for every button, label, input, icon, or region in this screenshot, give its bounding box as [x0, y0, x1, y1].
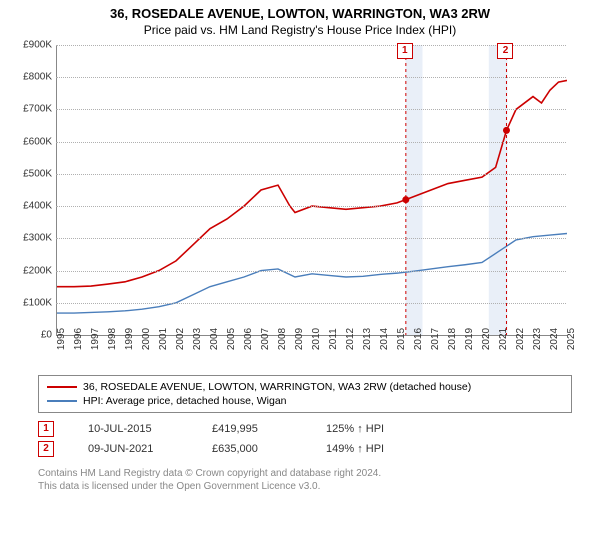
x-tick-label: 1999: [124, 328, 135, 350]
x-tick-label: 2014: [379, 328, 390, 350]
sale-date: 10-JUL-2015: [88, 423, 178, 435]
x-tick-label: 2012: [345, 328, 356, 350]
footer-line-1: Contains HM Land Registry data © Crown c…: [38, 467, 600, 480]
y-tick-label: £300K: [23, 233, 52, 244]
sale-date: 09-JUN-2021: [88, 443, 178, 455]
grid-line: [56, 303, 566, 304]
x-tick-label: 2003: [192, 328, 203, 350]
y-tick-label: £500K: [23, 168, 52, 179]
legend-label: 36, ROSEDALE AVENUE, LOWTON, WARRINGTON,…: [83, 381, 471, 393]
x-tick-label: 1996: [73, 328, 84, 350]
x-tick-label: 2004: [209, 328, 220, 350]
x-tick-label: 2005: [226, 328, 237, 350]
x-tick-label: 2023: [532, 328, 543, 350]
marker-1: 1: [397, 43, 413, 59]
sale-row: 2 09-JUN-2021 £635,000 149% ↑ HPI: [38, 439, 600, 459]
x-tick-label: 2007: [260, 328, 271, 350]
grid-line: [56, 174, 566, 175]
footer-text: Contains HM Land Registry data © Crown c…: [38, 467, 600, 493]
x-tick-label: 2002: [175, 328, 186, 350]
x-tick-label: 2025: [566, 328, 577, 350]
x-tick-label: 1997: [90, 328, 101, 350]
x-tick-label: 2011: [328, 328, 339, 350]
chart-area: £0 £100K £200K £300K £400K £500K £600K £700K £80…: [8, 41, 568, 371]
sale-pct: 149% ↑ HPI: [326, 443, 426, 455]
x-tick-label: 2006: [243, 328, 254, 350]
marker-2: 2: [497, 43, 513, 59]
legend-label: HPI: Average price, detached house, Wiga…: [83, 395, 287, 407]
chart-container: 36, ROSEDALE AVENUE, LOWTON, WARRINGTON,…: [0, 0, 600, 560]
y-tick-label: £200K: [23, 265, 52, 276]
x-tick-label: 2020: [481, 328, 492, 350]
line-svg: [57, 45, 567, 335]
x-tick-label: 1998: [107, 328, 118, 350]
x-tick-label: 1995: [56, 328, 67, 350]
y-tick-label: £900K: [23, 40, 52, 51]
grid-line: [56, 142, 566, 143]
plot-region: [56, 45, 567, 336]
sale-marker: 2: [38, 441, 54, 457]
grid-line: [56, 77, 566, 78]
x-tick-label: 2017: [430, 328, 441, 350]
x-tick-label: 2013: [362, 328, 373, 350]
sale-pct: 125% ↑ HPI: [326, 423, 426, 435]
footer-line-2: This data is licensed under the Open Gov…: [38, 480, 600, 493]
legend-swatch: [47, 400, 77, 402]
x-tick-label: 2008: [277, 328, 288, 350]
x-tick-label: 2009: [294, 328, 305, 350]
chart-title: 36, ROSEDALE AVENUE, LOWTON, WARRINGTON,…: [0, 0, 600, 21]
grid-line: [56, 45, 566, 46]
y-tick-label: £800K: [23, 72, 52, 83]
sale-price: £635,000: [212, 443, 292, 455]
chart-subtitle: Price paid vs. HM Land Registry's House …: [0, 21, 600, 41]
legend: 36, ROSEDALE AVENUE, LOWTON, WARRINGTON,…: [38, 375, 572, 413]
x-tick-label: 2016: [413, 328, 424, 350]
legend-swatch: [47, 386, 77, 388]
y-tick-label: £100K: [23, 297, 52, 308]
x-tick-label: 2021: [498, 328, 509, 350]
sale-row: 1 10-JUL-2015 £419,995 125% ↑ HPI: [38, 419, 600, 439]
x-tick-label: 2018: [447, 328, 458, 350]
sales-table: 1 10-JUL-2015 £419,995 125% ↑ HPI 2 09-JUN-20…: [38, 419, 600, 459]
sale-marker: 1: [38, 421, 54, 437]
grid-line: [56, 109, 566, 110]
grid-line: [56, 271, 566, 272]
y-tick-label: £700K: [23, 104, 52, 115]
y-tick-label: £0: [41, 330, 52, 341]
x-tick-label: 2019: [464, 328, 475, 350]
y-tick-label: £600K: [23, 136, 52, 147]
grid-line: [56, 238, 566, 239]
grid-line: [56, 206, 566, 207]
legend-item: HPI: Average price, detached house, Wiga…: [47, 394, 563, 408]
legend-item: 36, ROSEDALE AVENUE, LOWTON, WARRINGTON,…: [47, 380, 563, 394]
x-tick-label: 2000: [141, 328, 152, 350]
x-tick-label: 2024: [549, 328, 560, 350]
sale-price: £419,995: [212, 423, 292, 435]
x-tick-label: 2022: [515, 328, 526, 350]
x-tick-label: 2015: [396, 328, 407, 350]
y-tick-label: £400K: [23, 201, 52, 212]
x-tick-label: 2010: [311, 328, 322, 350]
x-tick-label: 2001: [158, 328, 169, 350]
